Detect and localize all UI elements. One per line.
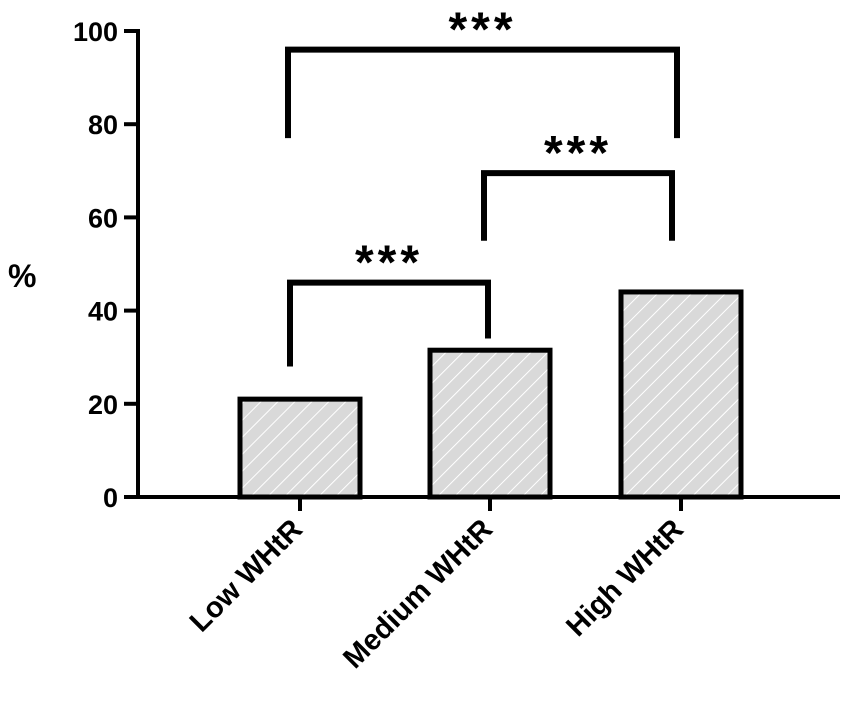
bar <box>427 347 553 500</box>
significance-bracket <box>287 279 491 367</box>
bar <box>237 396 363 500</box>
bars <box>237 289 744 500</box>
x-category-label: Low WHtR <box>184 513 309 638</box>
y-tick-label: 0 <box>103 483 118 513</box>
bar <box>618 289 744 500</box>
x-category-label: High WHtR <box>560 513 690 643</box>
y-tick-label: 20 <box>88 390 118 420</box>
y-axis-label: % <box>8 258 36 294</box>
x-category-label: Medium WHtR <box>337 513 499 675</box>
y-tick-label: 60 <box>88 203 118 233</box>
significance-bracket <box>285 46 680 139</box>
y-tick-label: 100 <box>73 17 118 47</box>
significance-brackets: *** *** *** <box>285 4 680 367</box>
significance-label: *** <box>544 127 612 180</box>
significance-label: *** <box>355 237 423 290</box>
x-axis: Low WHtR Medium WHtR High WHtR <box>136 495 840 675</box>
y-tick-label: 80 <box>88 110 118 140</box>
y-tick-label: 40 <box>88 297 118 327</box>
significance-bracket <box>481 170 675 241</box>
y-axis: 0 20 40 60 80 100 <box>73 17 140 513</box>
significance-label: *** <box>448 4 516 57</box>
